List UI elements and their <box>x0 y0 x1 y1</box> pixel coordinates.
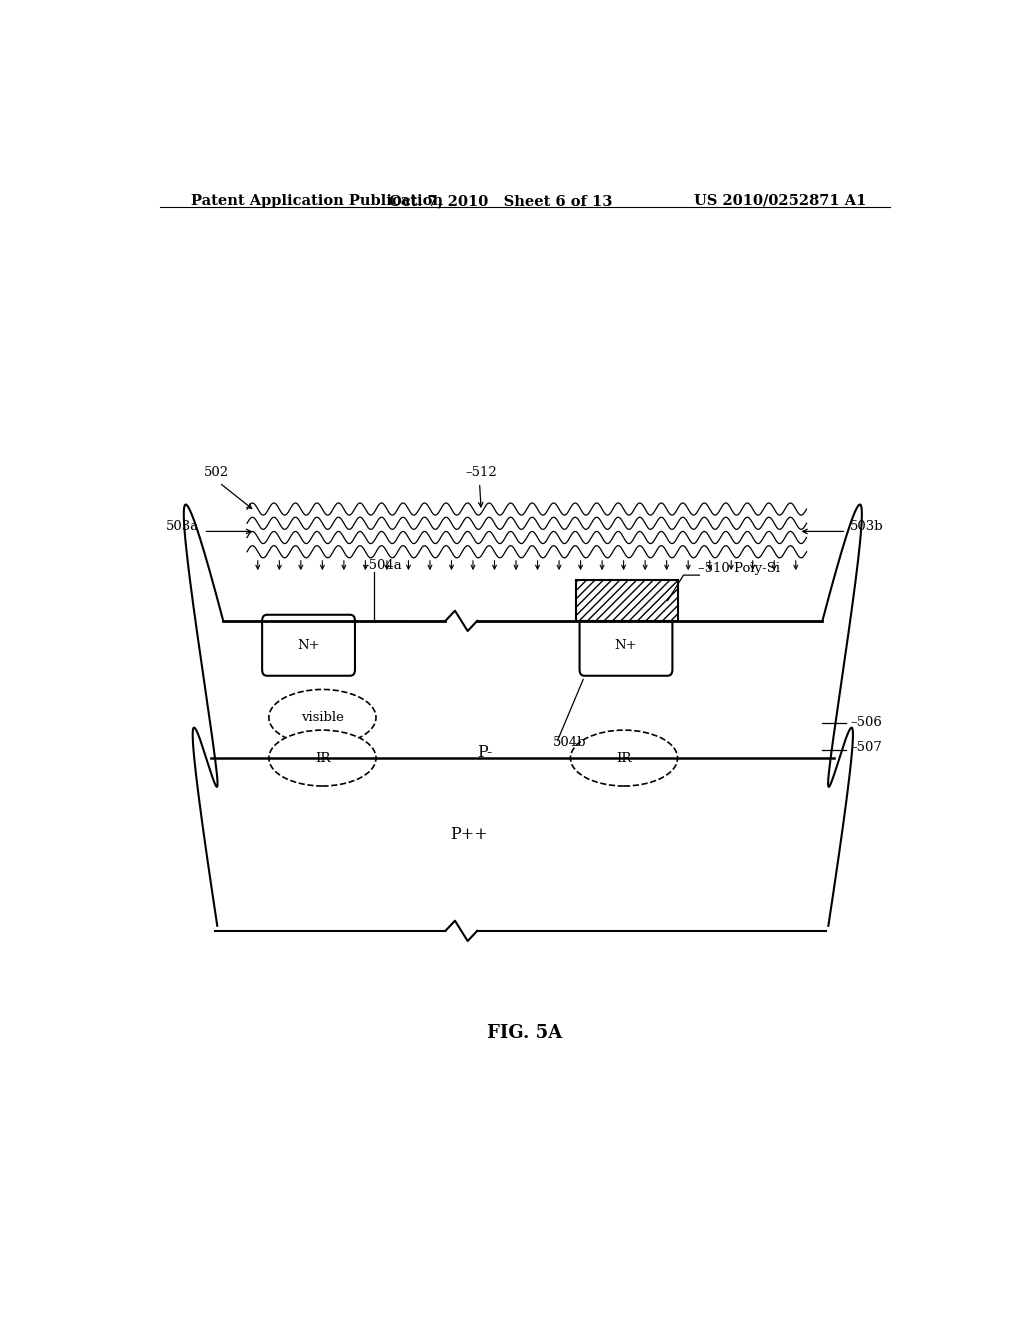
Ellipse shape <box>570 730 678 785</box>
Text: –507: –507 <box>850 742 882 755</box>
FancyBboxPatch shape <box>262 615 355 676</box>
Ellipse shape <box>269 730 376 785</box>
Text: Patent Application Publication: Patent Application Publication <box>191 194 443 209</box>
Text: –506: –506 <box>850 715 882 729</box>
Text: –512: –512 <box>465 466 497 479</box>
Ellipse shape <box>269 689 376 746</box>
Text: –504a: –504a <box>362 560 401 572</box>
Text: P-: P- <box>477 744 493 762</box>
Text: US 2010/0252871 A1: US 2010/0252871 A1 <box>693 194 866 209</box>
Text: 504b: 504b <box>553 737 586 750</box>
Text: N+: N+ <box>297 639 319 652</box>
FancyBboxPatch shape <box>580 615 673 676</box>
Text: IR: IR <box>314 751 330 764</box>
Text: visible: visible <box>301 711 344 723</box>
Text: IR: IR <box>616 751 632 764</box>
Text: N+: N+ <box>614 639 637 652</box>
Text: 503a: 503a <box>166 520 200 533</box>
Text: –510 Poly-Si: –510 Poly-Si <box>697 562 780 576</box>
Bar <box>577 581 678 620</box>
Text: P++: P++ <box>451 826 488 842</box>
Text: Oct. 7, 2010   Sheet 6 of 13: Oct. 7, 2010 Sheet 6 of 13 <box>389 194 612 209</box>
Text: 502: 502 <box>204 466 228 479</box>
Text: 503b: 503b <box>850 520 884 533</box>
Text: FIG. 5A: FIG. 5A <box>487 1023 562 1041</box>
